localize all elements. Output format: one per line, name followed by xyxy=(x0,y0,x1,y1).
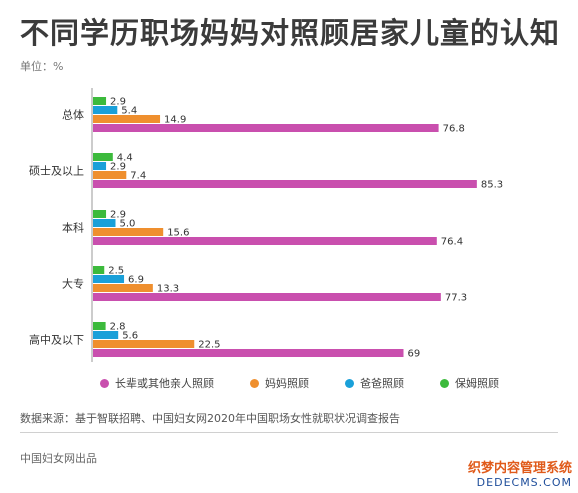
bar-highschool-below-father xyxy=(93,331,119,339)
value-label-masters-plus-father: 2.9 xyxy=(110,162,126,173)
legend-item-nanny: 保姆照顾 xyxy=(440,375,499,391)
bar-chart: 总体2.95.414.976.8硕士及以上4.42.97.485.3本科2.95… xyxy=(29,88,503,362)
legend-swatch-mother xyxy=(250,378,259,388)
value-label-bachelor-mother: 15.6 xyxy=(167,228,189,239)
value-label-college-mother: 13.3 xyxy=(157,284,179,295)
publisher-credit: 中国妇女网出品 xyxy=(20,452,97,465)
bar-masters-plus-nanny xyxy=(93,153,113,161)
category-label-bachelor: 本科 xyxy=(62,221,84,235)
bar-overall-father xyxy=(93,106,118,114)
bar-college-mother xyxy=(93,284,153,292)
value-label-overall-father: 5.4 xyxy=(121,106,137,117)
legend-label-mother: 妈妈照顾 xyxy=(265,377,309,390)
watermark-line1: 织梦内容管理系统 xyxy=(467,461,572,476)
legend-swatch-nanny xyxy=(440,378,449,388)
value-label-bachelor-elders: 76.4 xyxy=(441,237,463,248)
value-label-college-nanny: 2.5 xyxy=(108,266,124,277)
legend-item-father: 爸爸照顾 xyxy=(345,375,404,391)
value-label-overall-nanny: 2.9 xyxy=(110,97,126,108)
value-label-college-elders: 77.3 xyxy=(445,293,467,304)
footer-divider xyxy=(20,432,558,433)
bar-highschool-below-elders xyxy=(93,349,404,357)
bar-bachelor-mother xyxy=(93,228,164,236)
bar-masters-plus-father xyxy=(93,162,107,170)
legend-label-nanny: 保姆照顾 xyxy=(455,377,499,390)
watermark-line2: DEDECMS.COM xyxy=(476,476,572,489)
category-label-highschool-below: 高中及以下 xyxy=(29,333,84,347)
category-label-masters-plus: 硕士及以上 xyxy=(29,165,84,178)
value-label-masters-plus-nanny: 4.4 xyxy=(117,153,133,164)
unit-label: 单位：% xyxy=(20,60,64,73)
legend-item-mother: 妈妈照顾 xyxy=(250,375,309,391)
legend-label-father: 爸爸照顾 xyxy=(360,377,404,390)
value-label-overall-mother: 14.9 xyxy=(164,115,186,126)
bar-college-father xyxy=(93,275,125,283)
category-label-college: 大专 xyxy=(62,277,84,291)
value-label-highschool-below-mother: 22.5 xyxy=(198,340,220,351)
value-label-highschool-below-elders: 69 xyxy=(408,349,421,360)
legend-swatch-father xyxy=(345,378,354,388)
value-label-masters-plus-mother: 7.4 xyxy=(130,171,146,182)
data-source-note: 数据来源：基于智联招聘、中国妇女网2020年中国职场女性就职状况调查报告 xyxy=(20,412,400,425)
value-label-highschool-below-father: 5.6 xyxy=(122,331,138,342)
value-label-bachelor-nanny: 2.9 xyxy=(110,210,126,221)
category-label-overall: 总体 xyxy=(62,108,84,122)
bar-highschool-below-mother xyxy=(93,340,195,348)
chart-legend: 长辈或其他亲人照顾 妈妈照顾 爸爸照顾 保姆照顾 xyxy=(100,375,499,391)
bar-masters-plus-elders xyxy=(93,180,477,188)
bar-overall-nanny xyxy=(93,97,107,105)
bar-overall-mother xyxy=(93,115,161,123)
value-label-overall-elders: 76.8 xyxy=(443,124,465,135)
legend-swatch-elders xyxy=(100,378,109,388)
value-label-masters-plus-elders: 85.3 xyxy=(481,180,503,191)
value-label-highschool-below-nanny: 2.8 xyxy=(110,322,126,333)
bar-college-nanny xyxy=(93,266,105,274)
bar-bachelor-elders xyxy=(93,237,437,245)
bar-highschool-below-nanny xyxy=(93,322,106,330)
bar-masters-plus-mother xyxy=(93,171,127,179)
bar-overall-elders xyxy=(93,124,439,132)
legend-item-elders: 长辈或其他亲人照顾 xyxy=(100,375,214,391)
value-label-college-father: 6.9 xyxy=(128,275,144,286)
bar-bachelor-nanny xyxy=(93,210,107,218)
bar-bachelor-father xyxy=(93,219,116,227)
legend-label-elders: 长辈或其他亲人照顾 xyxy=(115,377,214,390)
watermark-logo: 织梦内容管理系统 DEDECMS.COM xyxy=(468,457,572,489)
chart-title: 不同学历职场妈妈对照顾居家儿童的认知 xyxy=(20,16,561,50)
value-label-bachelor-father: 5.0 xyxy=(120,219,136,230)
bar-college-elders xyxy=(93,293,441,301)
